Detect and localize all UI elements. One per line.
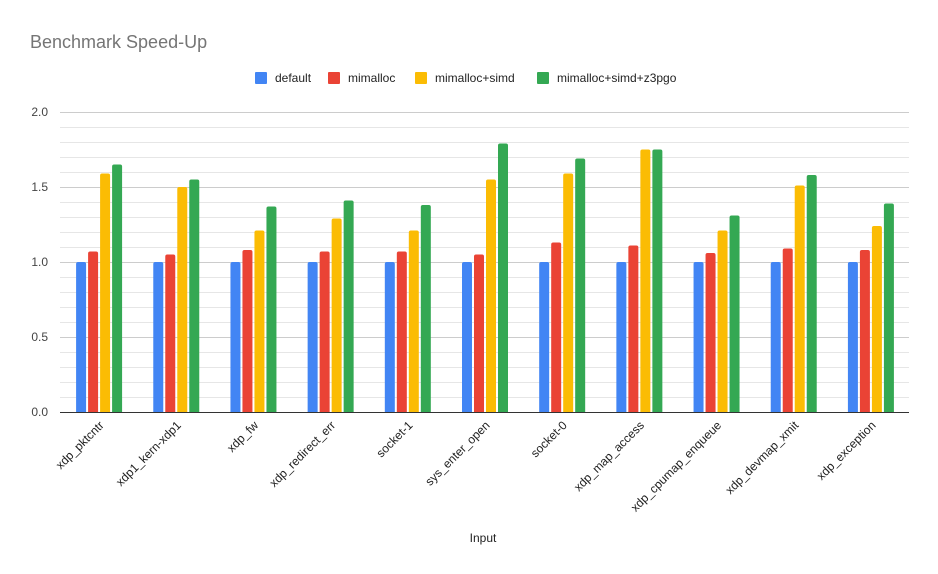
- y-tick-label: 1.0: [31, 255, 48, 269]
- bar-group: [616, 149, 663, 412]
- bar-mimalloc-simd-z3pgo: [652, 149, 663, 412]
- legend-swatch: [328, 72, 340, 84]
- bar-mimalloc-simd-z3pgo: [575, 158, 586, 412]
- legend: default mimalloc mimalloc+simd mimalloc+sim…: [255, 71, 677, 85]
- bar-mimalloc-simd-z3pgo: [806, 175, 817, 412]
- bar-mimalloc-simd: [177, 187, 188, 412]
- bar-mimalloc: [859, 250, 870, 412]
- bar-group: [76, 164, 123, 412]
- bar-mimalloc-simd: [563, 173, 574, 412]
- bar-mimalloc-simd-z3pgo: [883, 203, 894, 412]
- bar-mimalloc-simd: [254, 230, 265, 412]
- legend-item[interactable]: mimalloc+simd: [415, 71, 515, 85]
- legend-item[interactable]: mimalloc+simd+z3pgo: [537, 71, 677, 85]
- bar-mimalloc: [88, 251, 99, 412]
- bar-mimalloc-simd-z3pgo: [112, 164, 123, 412]
- bar-mimalloc-simd: [871, 226, 882, 412]
- bar-default: [76, 262, 87, 412]
- bars: [76, 143, 894, 412]
- bar-group: [539, 158, 586, 412]
- bar-group: [462, 143, 508, 412]
- bar-group: [230, 206, 277, 412]
- bar-mimalloc-simd-z3pgo: [343, 200, 354, 412]
- bar-default: [384, 262, 395, 412]
- bar-mimalloc: [165, 254, 176, 412]
- legend-label: default: [275, 71, 312, 85]
- y-tick-label: 0.5: [31, 330, 48, 344]
- gridlines: [60, 112, 909, 398]
- bar-mimalloc-simd-z3pgo: [420, 205, 431, 412]
- bar-group: [847, 203, 894, 412]
- bar-default: [153, 262, 164, 412]
- legend-swatch: [537, 72, 549, 84]
- bar-mimalloc-simd: [408, 230, 419, 412]
- bar-group: [307, 200, 354, 412]
- chart-title: Benchmark Speed-Up: [30, 32, 207, 52]
- bar-group: [693, 215, 740, 412]
- legend-item[interactable]: default: [255, 71, 312, 85]
- bar-mimalloc-simd: [331, 218, 342, 412]
- bar-default: [462, 262, 472, 412]
- y-tick-label: 0.0: [31, 405, 48, 419]
- x-axis-title: Input: [470, 531, 497, 545]
- y-axis-ticks: 0.0 0.5 1.0 1.5 2.0: [31, 105, 48, 419]
- bar-default: [616, 262, 627, 412]
- y-tick-label: 1.5: [31, 180, 48, 194]
- bar-mimalloc: [782, 248, 793, 412]
- bar-mimalloc: [242, 250, 253, 412]
- bar-group: [153, 179, 200, 412]
- bar-mimalloc-simd-z3pgo: [498, 143, 508, 412]
- legend-item[interactable]: mimalloc: [328, 71, 395, 85]
- bar-mimalloc-simd-z3pgo: [189, 179, 200, 412]
- legend-swatch: [415, 72, 427, 84]
- bar-mimalloc: [628, 245, 639, 412]
- bar-mimalloc-simd: [640, 149, 651, 412]
- bar-mimalloc: [705, 253, 716, 412]
- bar-mimalloc: [474, 254, 484, 412]
- bar-mimalloc-simd-z3pgo: [266, 206, 277, 412]
- bar-default: [693, 262, 704, 412]
- bar-mimalloc: [551, 242, 562, 412]
- legend-label: mimalloc+simd: [435, 71, 515, 85]
- legend-label: mimalloc: [348, 71, 395, 85]
- legend-swatch: [255, 72, 267, 84]
- bar-mimalloc-simd-z3pgo: [729, 215, 740, 412]
- bar-default: [847, 262, 858, 412]
- bar-default: [230, 262, 241, 412]
- bar-default: [770, 262, 781, 412]
- legend-label: mimalloc+simd+z3pgo: [557, 71, 677, 85]
- bar-mimalloc-simd: [794, 185, 805, 412]
- bar-default: [307, 262, 318, 412]
- bar-group: [770, 175, 817, 412]
- bar-mimalloc: [396, 251, 407, 412]
- bar-default: [539, 262, 550, 412]
- bar-mimalloc-simd: [100, 173, 111, 412]
- bar-mimalloc-simd: [486, 179, 496, 412]
- bar-mimalloc: [319, 251, 330, 412]
- bar-mimalloc-simd: [717, 230, 728, 412]
- y-tick-label: 2.0: [31, 105, 48, 119]
- bar-group: [384, 205, 431, 412]
